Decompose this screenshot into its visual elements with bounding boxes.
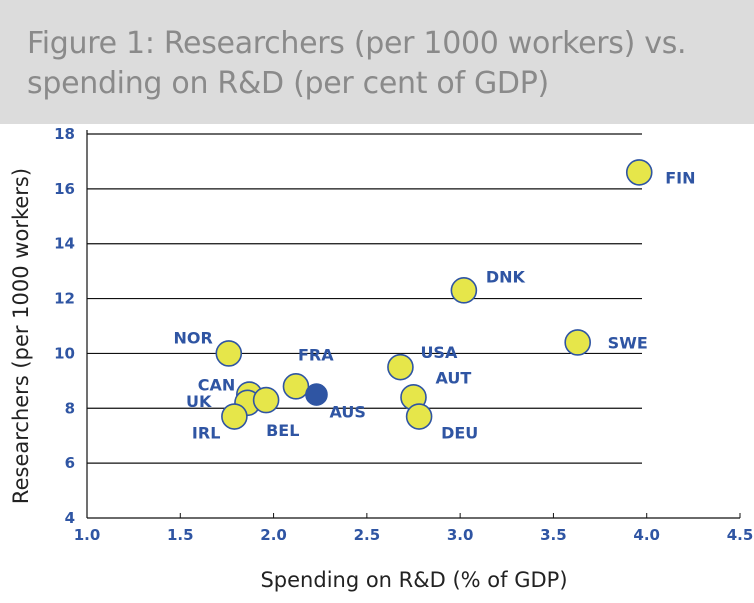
data-point-dnk xyxy=(450,277,478,304)
y-tick-label-18: 18 xyxy=(54,125,75,143)
point-label-can: CAN xyxy=(198,376,236,395)
point-label-deu: DEU xyxy=(441,424,478,443)
point-label-nor: NOR xyxy=(173,328,212,347)
x-tick-label-3.0: 3.0 xyxy=(447,526,474,544)
data-point-fra xyxy=(282,373,310,400)
y-tick-label-10: 10 xyxy=(54,344,75,362)
data-point-usa xyxy=(387,353,414,381)
tick-labels: 4 6 8 10 12 14 16 18 1.0 1.5 2.0 2.5 3.0 3.5 4.0 4.5 xyxy=(54,125,753,544)
grid-lines xyxy=(87,133,642,464)
point-label-aut: AUT xyxy=(436,368,472,387)
point-label-uk: UK xyxy=(186,392,212,411)
x-tick-label-3.5: 3.5 xyxy=(540,526,567,544)
y-tick-label-8: 8 xyxy=(65,399,75,417)
x-tick-label-1.0: 1.0 xyxy=(74,526,101,544)
axes xyxy=(86,130,741,519)
point-label-fra: FRA xyxy=(298,345,334,364)
data-points xyxy=(215,159,653,430)
point-labels: FIN DNK SWE NOR USA FRA CAN AUT UK BEL IRL DEU AUS xyxy=(173,168,695,442)
data-point-nor xyxy=(215,340,243,367)
data-point-fin xyxy=(625,159,653,186)
point-label-usa: USA xyxy=(420,343,458,362)
scatter-chart: 4 6 8 10 12 14 16 18 1.0 1.5 2.0 2.5 3.0 3.5 4.0 4.5 FI… xyxy=(9,125,753,592)
point-label-bel: BEL xyxy=(266,421,299,440)
point-label-irl: IRL xyxy=(192,424,220,443)
figure-title: Figure 1: Researchers (per 1000 workers)… xyxy=(27,26,687,101)
y-tick-label-12: 12 xyxy=(54,290,75,308)
x-tick-label-2.5: 2.5 xyxy=(354,526,381,544)
y-tick-label-16: 16 xyxy=(54,180,75,198)
y-tick-label-14: 14 xyxy=(54,235,75,253)
x-axis-title: Spending on R&D (% of GDP) xyxy=(260,568,567,592)
x-tick-label-4.5: 4.5 xyxy=(727,526,754,544)
title-band: Figure 1: Researchers (per 1000 workers)… xyxy=(0,0,754,124)
x-tick-label-2.0: 2.0 xyxy=(260,526,287,544)
data-point-bel xyxy=(252,386,280,414)
data-point-aus xyxy=(305,383,328,406)
data-point-deu xyxy=(405,403,433,430)
x-tick-label-4.0: 4.0 xyxy=(633,526,660,544)
point-label-aus: AUS xyxy=(329,403,365,422)
data-point-irl xyxy=(221,403,248,430)
y-tick-label-4: 4 xyxy=(65,509,75,527)
y-tick-label-6: 6 xyxy=(65,454,75,472)
point-label-fin: FIN xyxy=(665,168,695,187)
point-label-swe: SWE xyxy=(608,333,648,352)
y-axis-title: Researchers (per 1000 workers) xyxy=(9,168,33,504)
point-label-dnk: DNK xyxy=(486,267,526,286)
data-point-swe xyxy=(564,329,591,356)
x-tick-label-1.5: 1.5 xyxy=(167,526,194,544)
